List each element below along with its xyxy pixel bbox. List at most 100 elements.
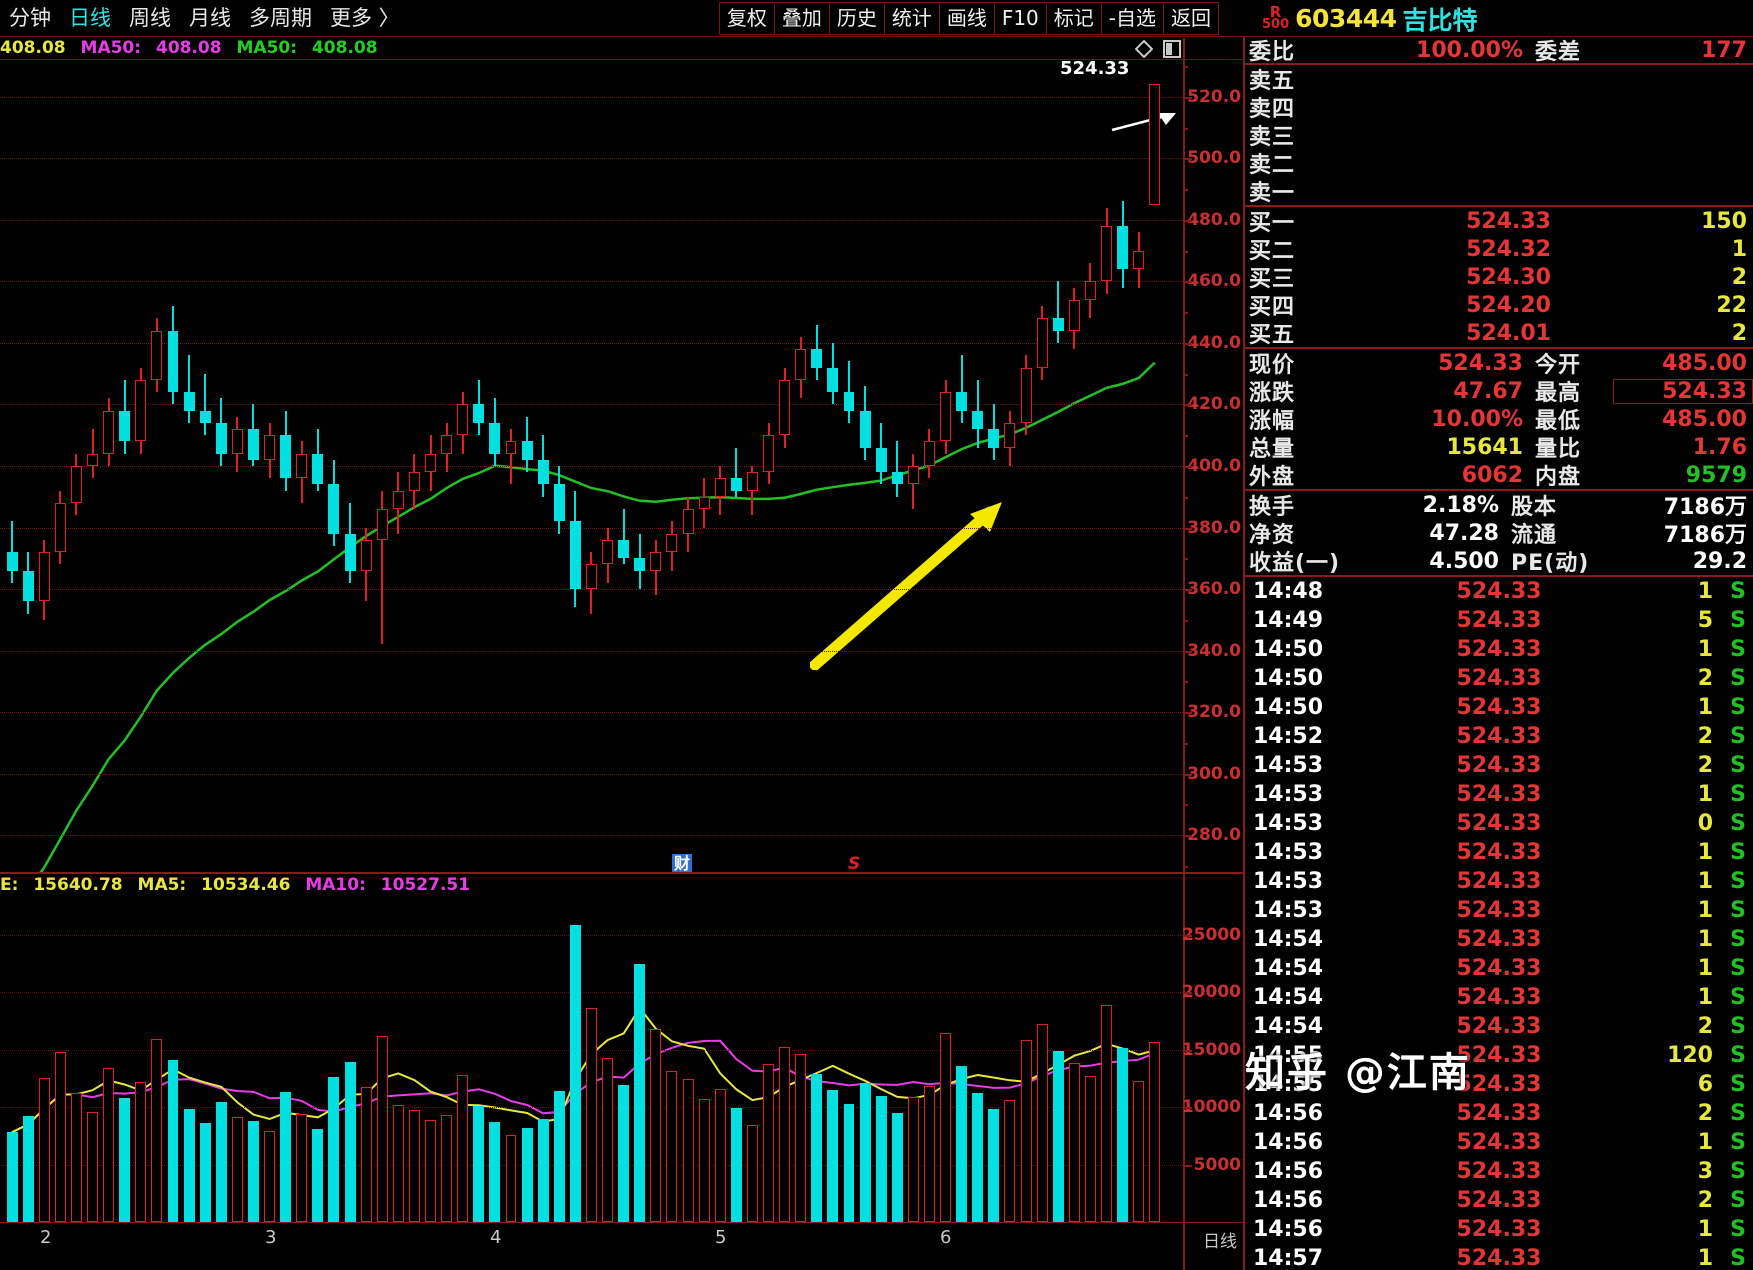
candlestick-chart[interactable] <box>0 60 1183 872</box>
tick-row[interactable]: 14:53 524.33 2 S <box>1245 751 1753 780</box>
tool-tab-返回[interactable]: 返回 <box>1164 3 1219 34</box>
price-axis-minor-tick <box>1183 466 1188 468</box>
price-axis-minor-tick <box>1183 865 1188 868</box>
volume-bar <box>392 1104 404 1222</box>
bid-row[interactable]: 买一 524.33 150 <box>1245 207 1753 237</box>
tick-row[interactable]: 14:56 524.33 1 S <box>1245 1215 1753 1244</box>
tick-row[interactable]: 14:52 524.33 2 S <box>1245 722 1753 751</box>
stat-label-left: 现价 <box>1249 353 1296 378</box>
period-tab-4[interactable]: 多周期 <box>249 6 312 30</box>
tool-tab-历史[interactable]: 历史 <box>829 3 885 34</box>
news-marker-icon[interactable]: 财 <box>672 854 693 874</box>
tick-row[interactable]: 14:53 524.33 1 S <box>1245 838 1753 867</box>
tick-row[interactable]: 14:56 524.33 2 S <box>1245 1186 1753 1215</box>
candle-body <box>1133 250 1145 270</box>
panel-toggle-icon[interactable] <box>1163 40 1181 58</box>
period-tab-2[interactable]: 周线 <box>129 6 171 30</box>
tick-row[interactable]: 14:56 524.33 1 S <box>1245 1128 1753 1157</box>
volume-chart[interactable] <box>0 900 1183 1222</box>
tick-row[interactable]: 14:53 524.33 1 S <box>1245 867 1753 896</box>
tick-time: 14:54 <box>1253 927 1324 952</box>
period-tab-3[interactable]: 月线 <box>189 6 231 30</box>
ask-row[interactable]: 卖三 <box>1245 121 1753 150</box>
ask-row[interactable]: 卖四 <box>1245 93 1753 122</box>
price-axis-minor-tick <box>1183 712 1188 715</box>
tick-time: 14:56 <box>1253 1159 1324 1184</box>
tick-row[interactable]: 14:53 524.33 1 S <box>1245 896 1753 925</box>
volume-bar <box>1068 1063 1080 1222</box>
bid-row[interactable]: 买四 524.20 22 <box>1245 291 1753 321</box>
tick-row[interactable]: 14:53 524.33 1 S <box>1245 780 1753 809</box>
tool-tab-复权[interactable]: 复权 <box>719 3 775 34</box>
tick-row[interactable]: 14:55 524.33 6 S <box>1245 1070 1753 1099</box>
volume-bar <box>360 1087 372 1222</box>
tick-row[interactable]: 14:55 524.33 120 S <box>1245 1041 1753 1070</box>
tick-row[interactable]: 14:54 524.33 2 S <box>1245 1012 1753 1041</box>
tick-row[interactable]: 14:50 524.33 2 S <box>1245 664 1753 693</box>
tick-volume: 1 <box>1697 1246 1713 1270</box>
volume-bar <box>87 1111 98 1222</box>
candle-body <box>1020 367 1032 423</box>
volume-bar <box>280 1092 292 1222</box>
candle-wick <box>960 355 963 423</box>
tool-tab-画线[interactable]: 画线 <box>939 3 995 34</box>
period-tab-1[interactable]: 日线 <box>69 6 111 30</box>
period-tab-0[interactable]: 分钟 <box>9 6 51 30</box>
candle-body <box>392 490 404 510</box>
tool-tab-标记[interactable]: 标记 <box>1046 3 1102 34</box>
tick-time: 14:53 <box>1253 782 1324 807</box>
tick-row[interactable]: 14:54 524.33 1 S <box>1245 983 1753 1012</box>
volume-bar <box>151 1039 163 1222</box>
candle-body <box>425 453 436 473</box>
tick-volume: 2 <box>1697 666 1713 691</box>
tick-volume: 5 <box>1697 608 1713 633</box>
tool-tab--自选[interactable]: -自选 <box>1101 3 1164 34</box>
candle-body <box>296 453 308 479</box>
tick-time: 14:48 <box>1253 579 1324 604</box>
tick-time: 14:55 <box>1253 1043 1324 1068</box>
price-gridline <box>0 281 1183 283</box>
tool-tab-F10[interactable]: F10 <box>994 3 1047 34</box>
tick-row[interactable]: 14:50 524.33 1 S <box>1245 693 1753 722</box>
tick-row[interactable]: 14:49 524.33 5 S <box>1245 606 1753 635</box>
bid-row[interactable]: 买三 524.30 2 <box>1245 263 1753 293</box>
tick-row[interactable]: 14:53 524.33 0 S <box>1245 809 1753 838</box>
tick-row[interactable]: 14:56 524.33 3 S <box>1245 1157 1753 1186</box>
ask-row[interactable]: 卖二 <box>1245 149 1753 178</box>
tick-transaction-list[interactable]: 14:48 524.33 1 S 14:49 524.33 5 S 14:50 524.33 1 S 1… <box>1245 577 1753 1270</box>
ma50-line <box>39 361 1156 872</box>
ask-row[interactable]: 卖五 <box>1245 65 1753 94</box>
tick-row[interactable]: 14:56 524.33 2 S <box>1245 1099 1753 1128</box>
bid-row[interactable]: 买二 524.32 1 <box>1245 235 1753 265</box>
tool-tab-叠加[interactable]: 叠加 <box>774 3 830 34</box>
period-tab-5[interactable]: 更多 〉 <box>330 6 400 30</box>
tick-row[interactable]: 14:54 524.33 1 S <box>1245 925 1753 954</box>
tick-volume: 6 <box>1697 1072 1713 1097</box>
price-gridline <box>0 712 1183 714</box>
tick-direction-flag: S <box>1730 898 1746 923</box>
volume-bar <box>537 1118 549 1222</box>
candle-body <box>183 392 195 411</box>
tick-row[interactable]: 14:50 524.33 1 S <box>1245 635 1753 664</box>
tick-row[interactable]: 14:57 524.33 1 S <box>1245 1244 1753 1270</box>
bid-price: 524.30 <box>1466 264 1551 290</box>
tick-direction-flag: S <box>1730 1072 1746 1097</box>
tick-row[interactable]: 14:48 524.33 1 S <box>1245 577 1753 606</box>
candle-body <box>1149 83 1161 205</box>
sell-signal-marker-icon[interactable]: S <box>848 854 861 874</box>
volume-bar <box>553 1090 565 1222</box>
tick-row[interactable]: 14:54 524.33 1 S <box>1245 954 1753 983</box>
bid-row[interactable]: 买五 524.01 2 <box>1245 319 1753 349</box>
tick-volume: 1 <box>1697 956 1713 981</box>
stat-label-right: 最高 <box>1535 381 1582 406</box>
volume-bar <box>682 1079 694 1222</box>
volume-bar <box>1004 1100 1016 1222</box>
fundamental-label-right: 流通 <box>1511 523 1558 548</box>
diamond-marker-icon[interactable] <box>1135 40 1153 58</box>
volume-bar <box>907 1096 919 1222</box>
ask-row[interactable]: 卖一 <box>1245 177 1753 206</box>
volume-bar <box>231 1117 243 1222</box>
candle-body <box>746 472 758 491</box>
quote-stat-row: 总量 15641 量比 1.76 <box>1245 433 1753 463</box>
tool-tab-统计[interactable]: 统计 <box>884 3 940 34</box>
